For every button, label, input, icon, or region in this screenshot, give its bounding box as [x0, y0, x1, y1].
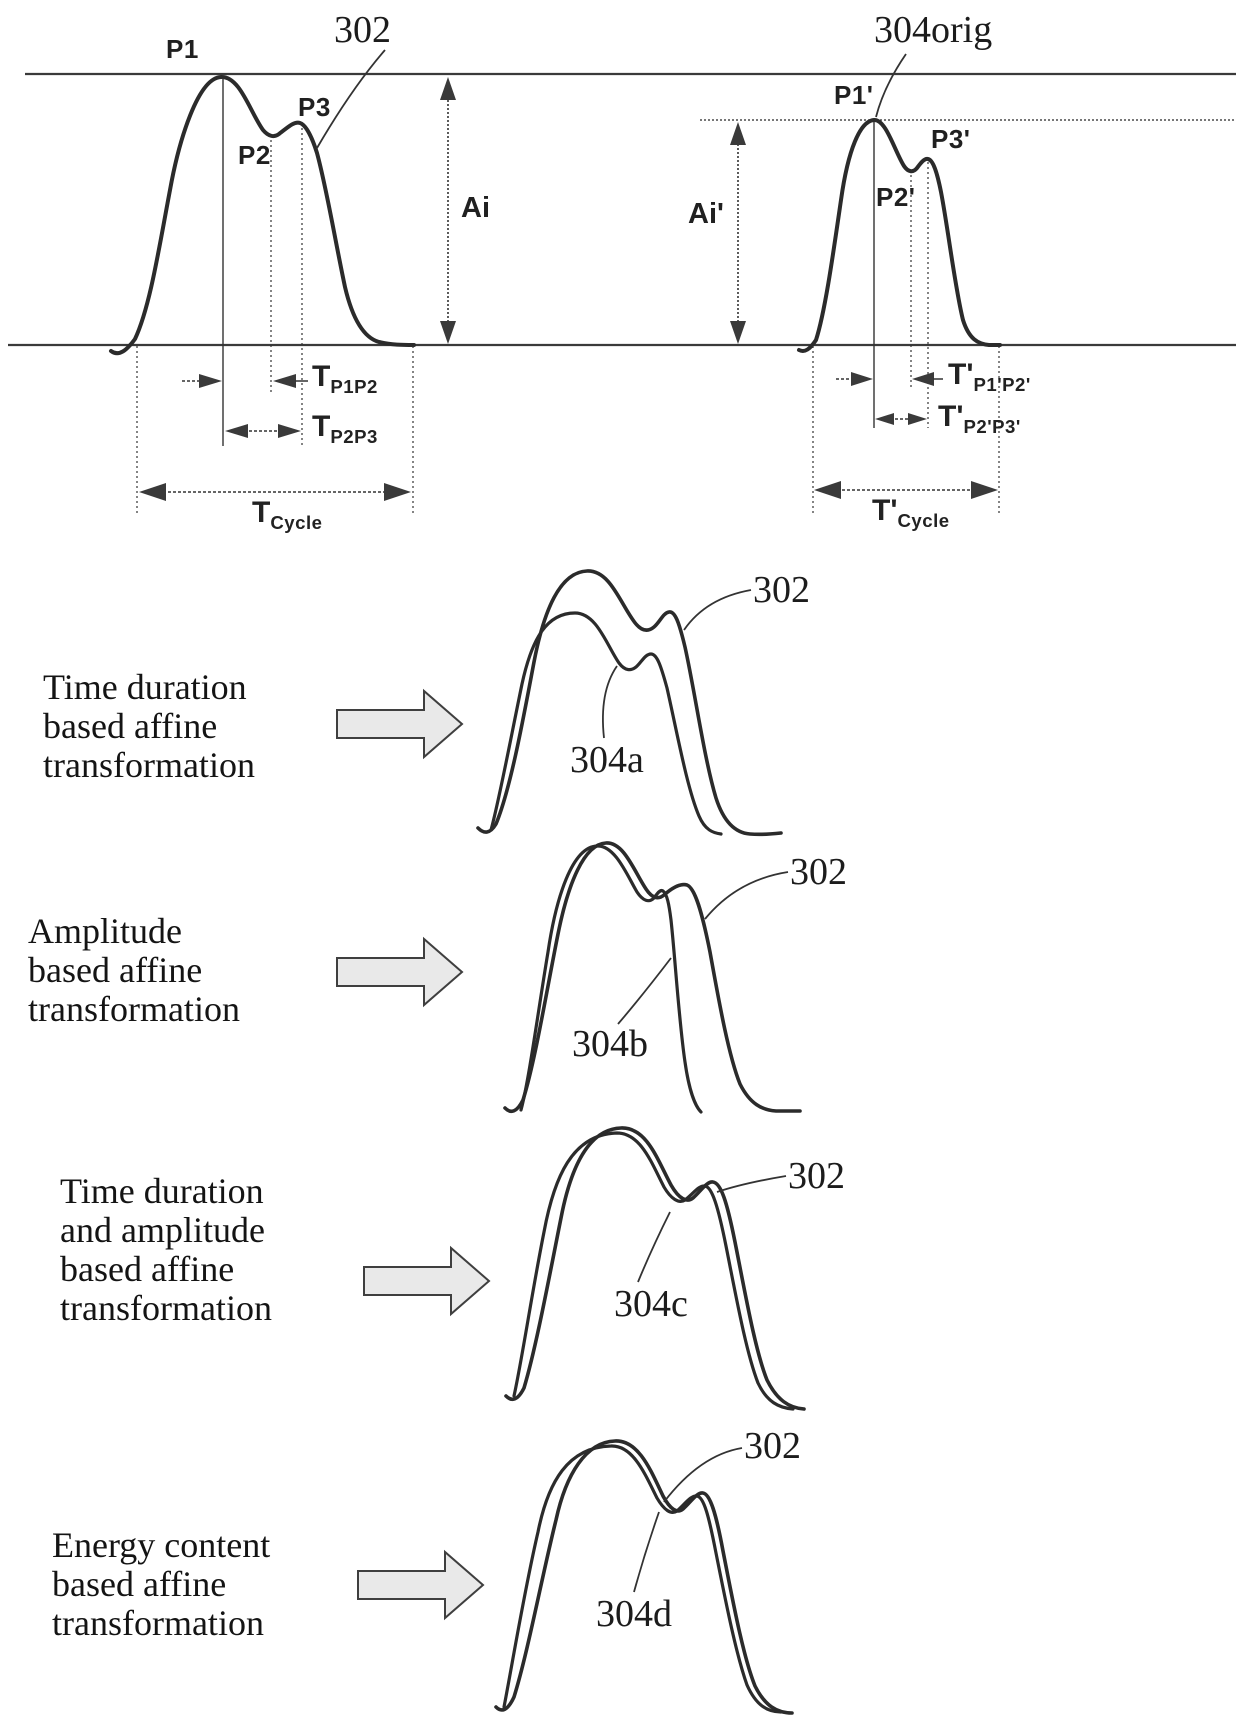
row1-transform-arrow-icon: [336, 688, 464, 760]
row3-waveform-304c: [512, 1131, 795, 1411]
leader-302-top: [316, 49, 386, 149]
t-cycle-sub: Cycle: [270, 512, 323, 534]
t-prime-p1p2-arrowhead-right-icon: [851, 372, 873, 386]
t-prime-p1p2-sub: P1'P2': [973, 374, 1031, 396]
row1-ref-302: 302: [753, 569, 810, 611]
row2-ref-304b: 304b: [572, 1023, 648, 1065]
row1-waveform-302: [476, 569, 783, 837]
ai-prime-arrowhead-up-icon: [730, 122, 746, 145]
t-prime-p2p3-sub: P2'P3': [963, 416, 1021, 438]
t-prime-cycle-arrowhead-right-icon: [971, 481, 998, 499]
t-cycle-arrowhead-right-icon: [384, 483, 411, 501]
t-prime-p2p3-label: T'P2'P3': [938, 400, 1021, 438]
t-prime-cycle-label: T'Cycle: [872, 494, 950, 532]
row4-leader-304d: [633, 1511, 660, 1593]
t-cycle-label: TCycle: [252, 496, 322, 534]
row2-waveform-304b: [519, 844, 703, 1114]
row1-ref-304a: 304a: [570, 739, 644, 781]
row2-leader-304b: [617, 957, 672, 1025]
row4-ref-302: 302: [744, 1425, 801, 1467]
row1-leader-304a: [602, 665, 618, 739]
row4-leader-302: [663, 1447, 743, 1503]
ai-arrowhead-up-icon: [440, 77, 456, 100]
row2-transform-arrow-icon: [336, 936, 464, 1008]
t-p2p3-arrowhead-right-icon: [278, 424, 301, 438]
t-prime-p1p2-label: T'P1'P2': [948, 358, 1031, 396]
row4-waveform-302: [494, 1439, 794, 1715]
row2-ref-302: 302: [790, 851, 847, 893]
row3-ref-302: 302: [788, 1155, 845, 1197]
t-prime-cycle-arrowhead-left-icon: [814, 481, 841, 499]
row3-caption: Time duration and amplitude based affine…: [60, 1171, 272, 1328]
t-p1p2-arrowhead-right-icon: [199, 374, 222, 388]
t-p2p3-sub: P2P3: [330, 426, 378, 448]
t-prime-p2p3-arrowhead-right-icon: [908, 413, 927, 425]
t-p1p2-sub: P1P2: [330, 376, 378, 398]
row4-caption: Energy content based affine transformati…: [52, 1525, 271, 1643]
row1-waveform-304a: [489, 611, 723, 836]
t-prime-cycle-main: T': [872, 494, 898, 527]
ai-prime-label: Ai': [688, 198, 724, 230]
t-p1p2-label: TP1P2: [312, 360, 378, 398]
row4-waveform-304d: [502, 1444, 783, 1714]
waveform-304orig: [797, 118, 1002, 353]
row2-caption: Amplitude based affine transformation: [28, 911, 240, 1029]
p3-label: P3: [298, 92, 331, 122]
p2-prime-label: P2': [876, 182, 916, 212]
p1-label: P1: [166, 34, 199, 64]
t-prime-p2p3-main: T': [938, 400, 964, 433]
t-prime-cycle-sub: Cycle: [897, 510, 950, 532]
ai-arrowhead-down-icon: [440, 321, 456, 344]
row3-leader-304c: [637, 1211, 671, 1283]
row1-caption: Time duration based affine transformatio…: [43, 667, 255, 785]
row3-ref-304c: 304c: [614, 1283, 688, 1325]
waveform-302: [109, 74, 416, 356]
t-p2p3-label: TP2P3: [312, 410, 378, 448]
p3-prime-label: P3': [931, 124, 971, 154]
t-prime-p2p3-arrowhead-left-icon: [875, 413, 894, 425]
t-p1p2-arrowhead-left-icon: [273, 374, 296, 388]
row1-leader-302: [683, 589, 752, 631]
p2-label: P2: [238, 140, 271, 170]
row4-transform-arrow-icon: [357, 1549, 485, 1621]
row3-transform-arrow-icon: [363, 1245, 491, 1317]
t-cycle-arrowhead-left-icon: [139, 483, 166, 501]
p1-prime-label: P1': [834, 80, 874, 110]
ref-label-302-top: 302: [334, 9, 391, 51]
t-p2p3-main: T: [312, 410, 331, 443]
t-cycle-main: T: [252, 496, 271, 529]
row3-leader-302: [716, 1175, 787, 1193]
t-prime-p1p2-arrowhead-left-icon: [912, 372, 934, 386]
leader-304orig: [875, 53, 907, 118]
ai-label: Ai: [461, 192, 490, 224]
ai-prime-arrowhead-down-icon: [730, 321, 746, 344]
ref-label-304orig: 304orig: [874, 9, 993, 51]
row4-ref-304d: 304d: [596, 1593, 672, 1635]
row2-waveform-302: [503, 841, 802, 1114]
t-p1p2-main: T: [312, 360, 331, 393]
row2-leader-302: [704, 871, 789, 920]
t-prime-p1p2-main: T': [948, 358, 974, 391]
row3-waveform-302: [504, 1126, 806, 1411]
t-p2p3-arrowhead-left-icon: [225, 424, 248, 438]
